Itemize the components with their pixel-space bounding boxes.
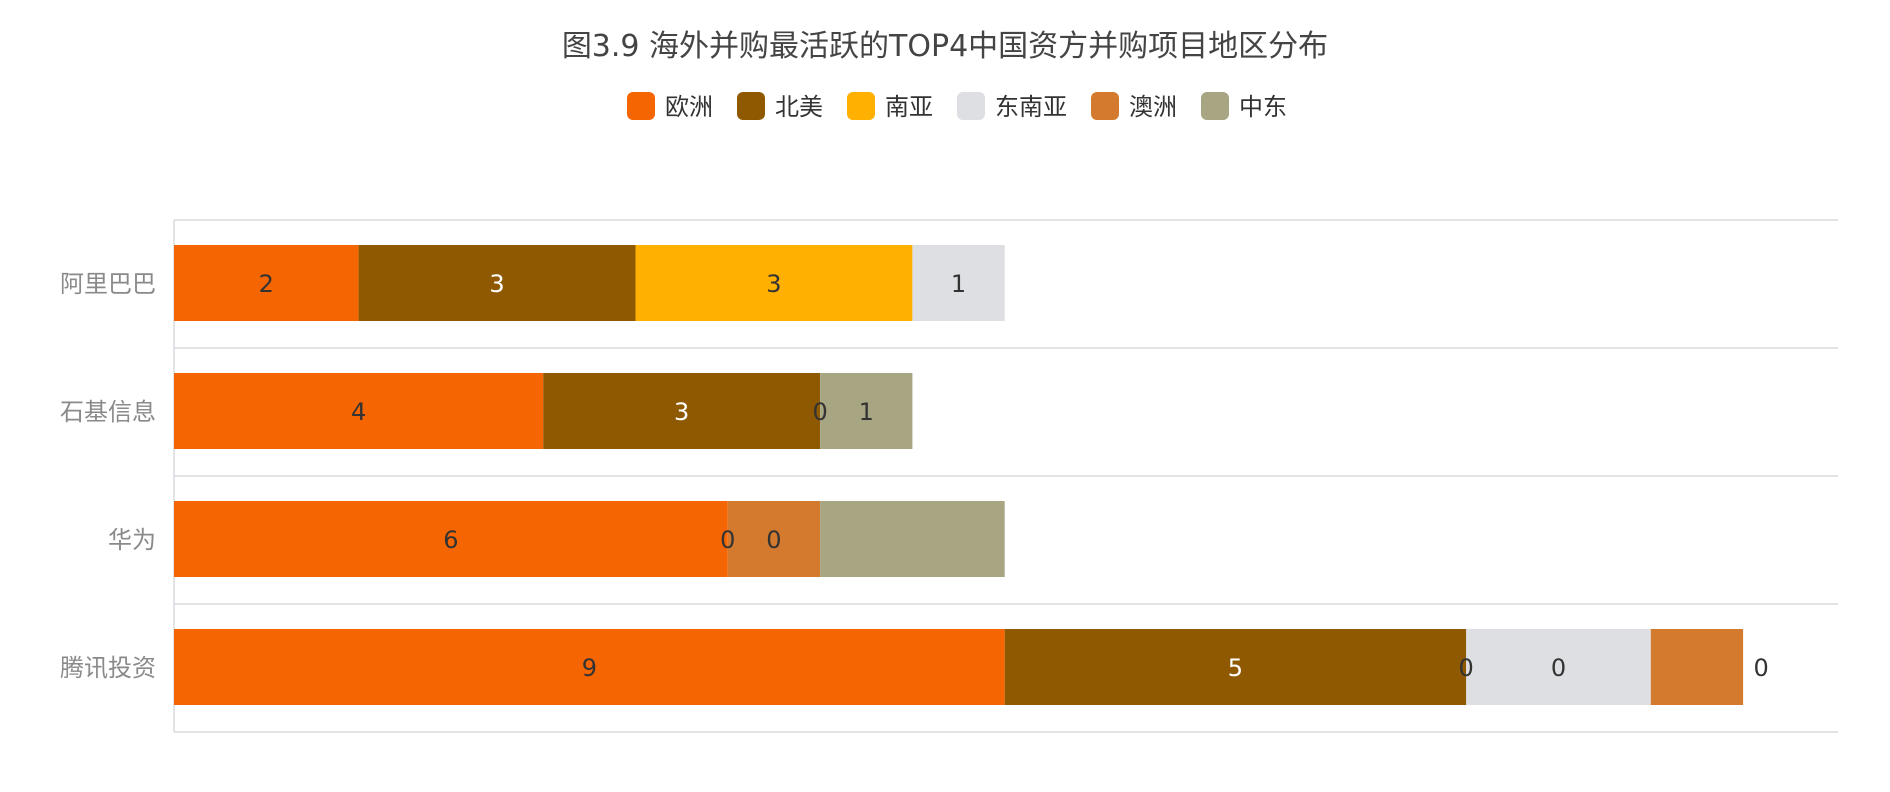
data-label: 6 — [443, 526, 458, 554]
legend-label: 北美 — [775, 93, 823, 121]
legend-label: 南亚 — [885, 93, 933, 121]
data-label: 9 — [582, 654, 597, 682]
legend-item[interactable]: 南亚 — [847, 92, 933, 121]
chart-title: 图3.9 海外并购最活跃的TOP4中国资方并购项目地区分布 — [562, 29, 1328, 64]
legend-swatch — [957, 92, 985, 120]
bar-segment — [1466, 629, 1651, 705]
legend-swatch — [1201, 92, 1229, 120]
legend-label: 中东 — [1239, 93, 1287, 121]
legend-swatch — [1091, 92, 1119, 120]
bar-segment — [174, 245, 359, 321]
bar-segment — [727, 501, 821, 577]
zero-data-label: 0 — [720, 526, 735, 554]
data-label: 3 — [489, 270, 504, 298]
gridlines — [174, 219, 1838, 733]
data-label: 3 — [766, 270, 781, 298]
bar-segment — [912, 245, 1005, 321]
data-label: 1 — [951, 270, 966, 298]
legend-swatch — [737, 92, 765, 120]
data-label: 4 — [351, 398, 366, 426]
legend-swatch — [627, 92, 655, 120]
legend-label: 澳洲 — [1129, 93, 1177, 121]
data-label: 5 — [1228, 654, 1243, 682]
legend-item[interactable]: 欧洲 — [627, 92, 713, 121]
bar-segment — [358, 245, 636, 321]
zero-data-label: 0 — [812, 398, 827, 426]
legend-item[interactable]: 北美 — [737, 92, 823, 121]
legend-item[interactable]: 东南亚 — [957, 92, 1067, 121]
zero-data-label: 0 — [1459, 654, 1474, 682]
y-tick-label: 石基信息 — [60, 398, 156, 426]
bar-segment — [635, 245, 913, 321]
legend-item[interactable]: 澳洲 — [1091, 92, 1177, 121]
data-label: 0 — [766, 526, 781, 554]
legend-label: 欧洲 — [665, 93, 713, 121]
bar-segment — [820, 373, 913, 449]
legend-label: 东南亚 — [995, 93, 1067, 121]
bar-segment — [1004, 629, 1467, 705]
data-label: 1 — [859, 398, 874, 426]
data-label: 2 — [259, 270, 274, 298]
bar-segment — [174, 373, 544, 449]
legend-swatch — [847, 92, 875, 120]
bars — [174, 245, 1744, 705]
y-tick-label: 阿里巴巴 — [60, 270, 156, 298]
y-tick-label: 腾讯投资 — [60, 654, 156, 682]
zero-data-label: 0 — [1753, 654, 1768, 682]
legend: 欧洲 北美 南亚 东南亚 澳洲 中东 — [627, 92, 1287, 121]
bar-segment — [174, 501, 728, 577]
data-label: 0 — [1551, 654, 1566, 682]
data-label: 3 — [674, 398, 689, 426]
bar-segment — [820, 501, 1005, 577]
legend-item[interactable]: 中东 — [1201, 92, 1287, 121]
data-labels: 2 3 3 1 4 3 1 6 0 9 5 0 0 0 0 0 — [259, 270, 1769, 682]
bar-segment — [174, 629, 1005, 705]
y-tick-label: 华为 — [108, 526, 156, 554]
bar-segment — [1650, 629, 1744, 705]
bar-segment — [543, 373, 821, 449]
